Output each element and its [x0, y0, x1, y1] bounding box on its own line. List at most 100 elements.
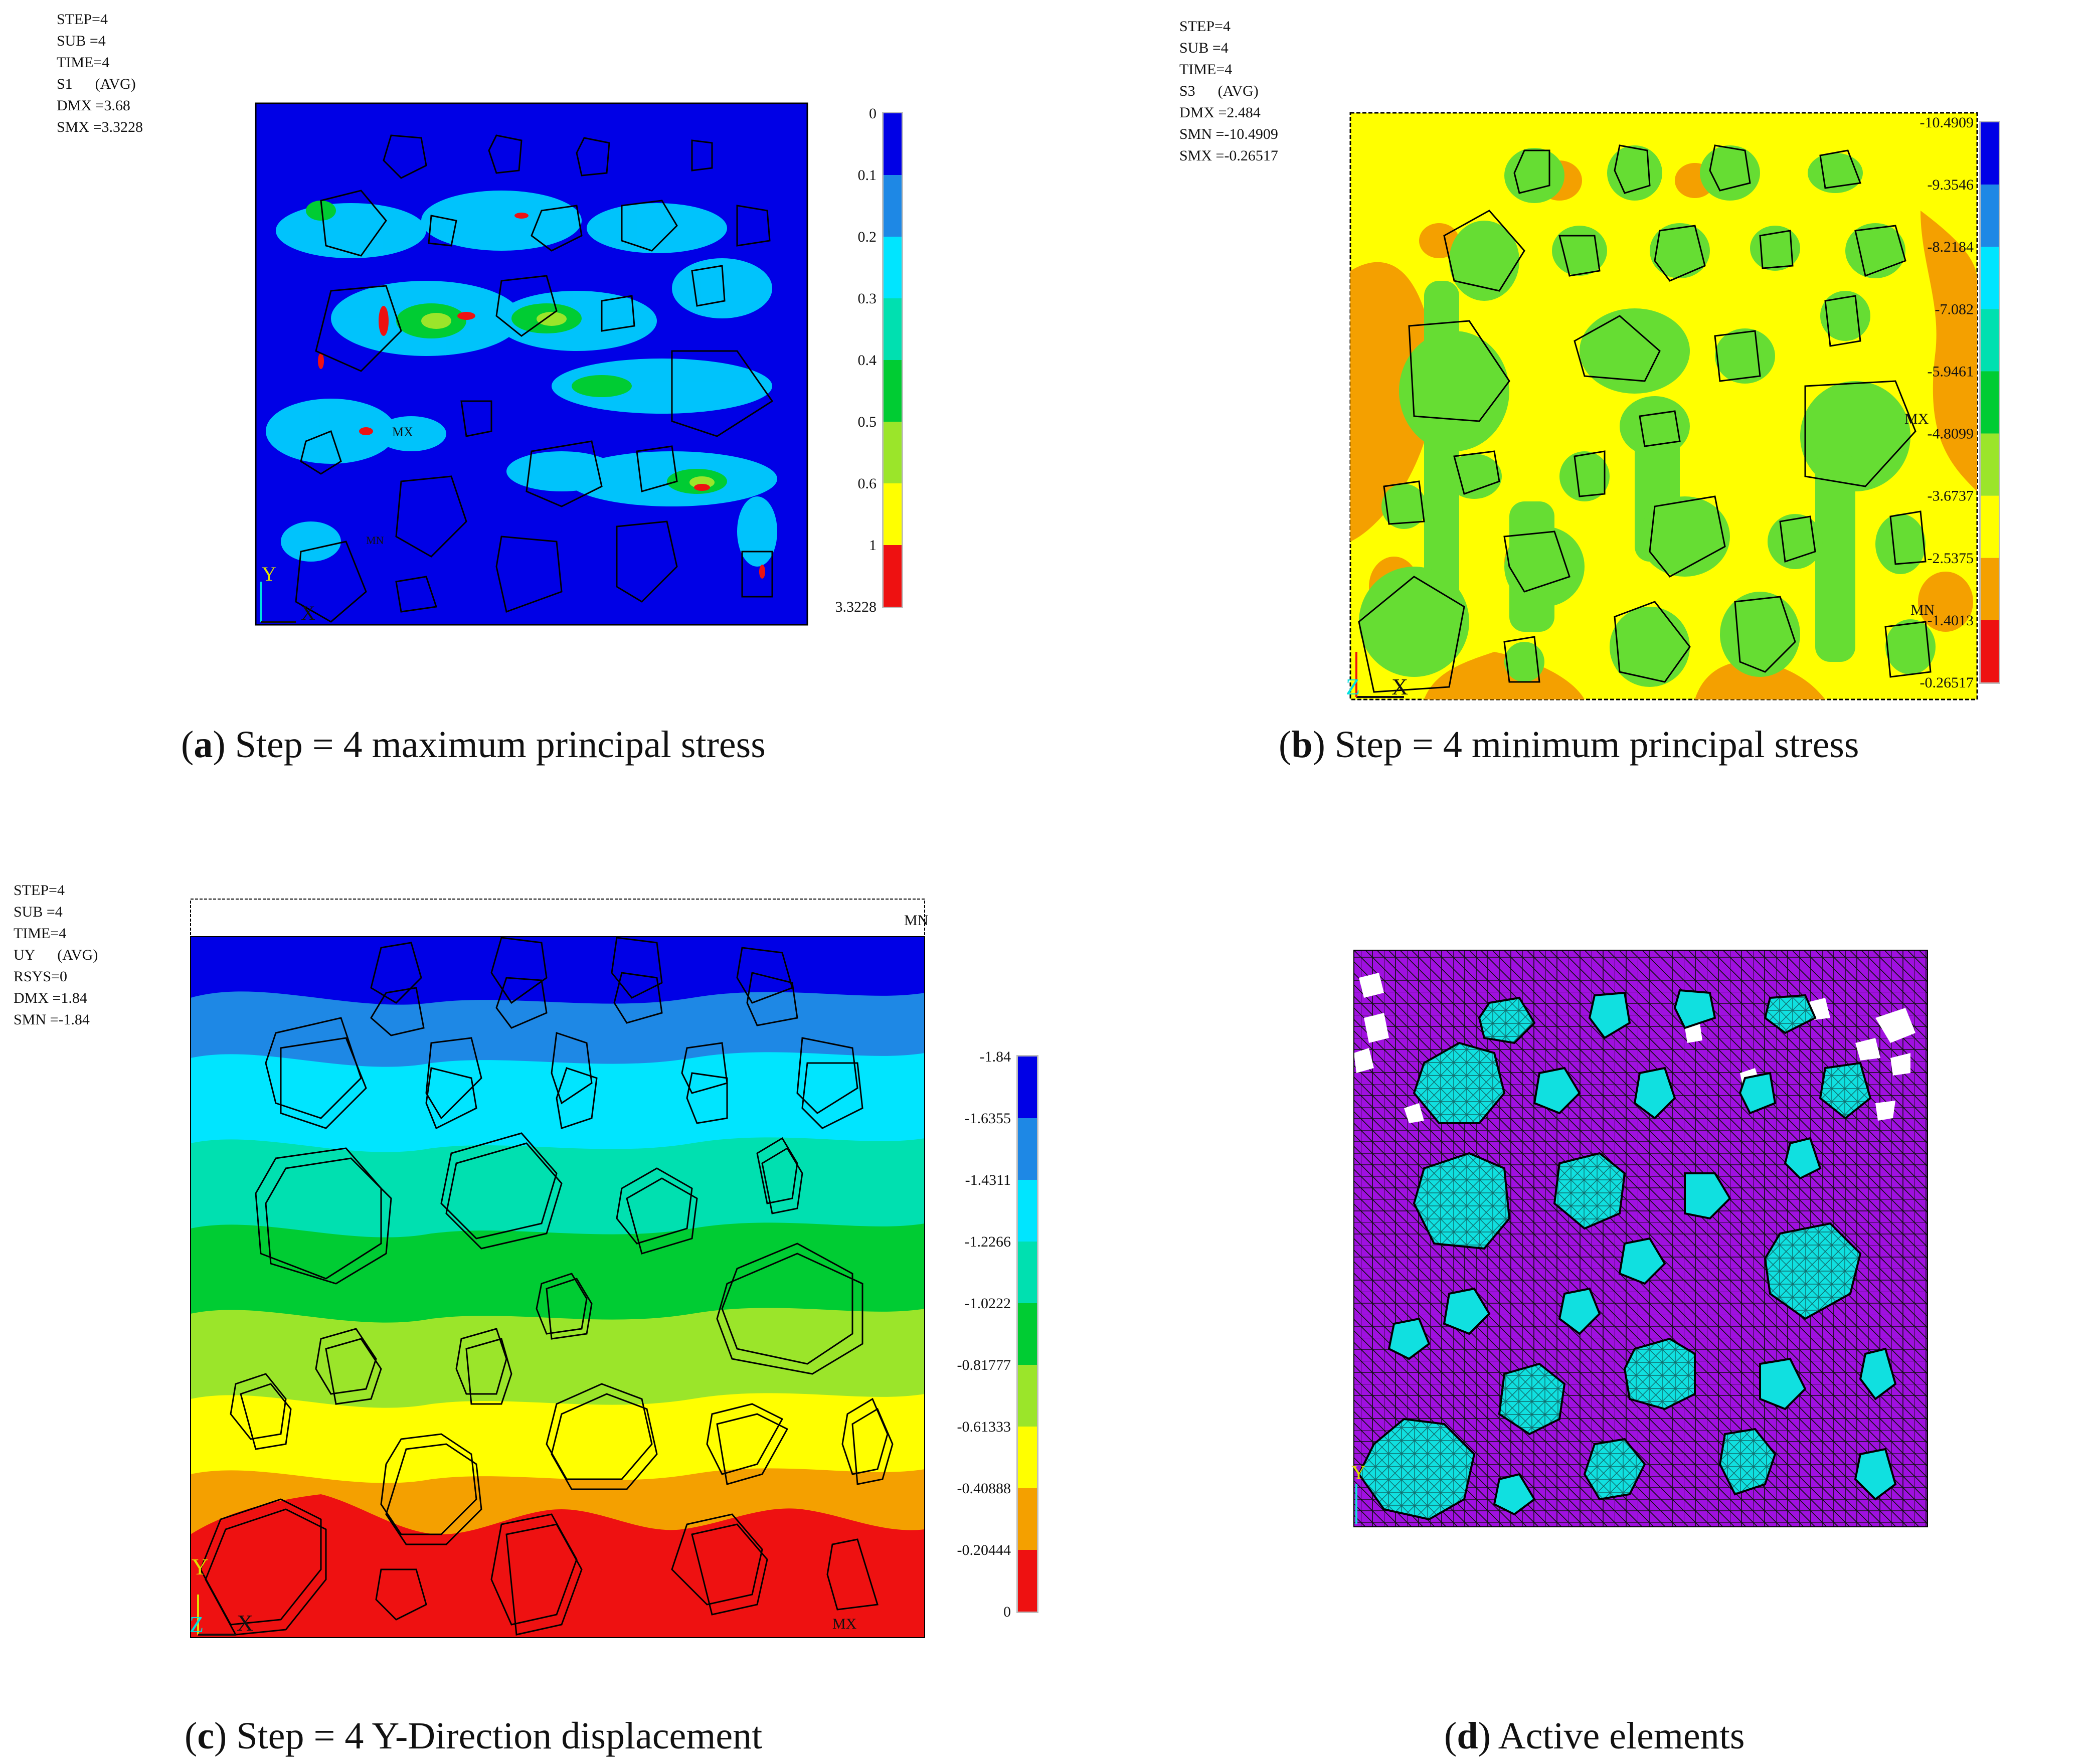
- panel-d-caption-letter: d: [1457, 1715, 1478, 1757]
- panel-c-y-displacement: STEP=4 SUB =4 TIME=4 UY (AVG) RSYS=0 DMX…: [14, 882, 1038, 1757]
- legend-tick-label: -1.4311: [965, 1172, 1011, 1188]
- panel-b-axis-label: X: [1391, 674, 1408, 699]
- panel-b-info-line: SMN =-10.4909: [1179, 126, 1278, 142]
- panel-c-info-line: RSYS=0: [14, 968, 67, 985]
- panel-a-info-line: TIME=4: [57, 54, 109, 71]
- legend-tick-label: -8.2184: [1928, 239, 1974, 255]
- panel-c-info-line: SMN =-1.84: [14, 1011, 90, 1028]
- legend-color-bar: [884, 545, 902, 607]
- legend-color-bar: [884, 360, 902, 422]
- legend-color-bar: [1981, 247, 1999, 309]
- panel-a-max-principal-stress: STEP=4 SUB =4 TIME=4 S1 (AVG) DMX =3.68 …: [57, 11, 903, 766]
- legend-color-bar: [1018, 1118, 1037, 1180]
- legend-tick-label: -0.40888: [957, 1480, 1011, 1497]
- panel-b-axis-label: Z: [1346, 674, 1360, 699]
- legend-color-bar: [884, 298, 902, 360]
- panel-c-info-line: TIME=4: [14, 925, 66, 942]
- panel-b-caption-letter: b: [1291, 724, 1312, 766]
- legend-tick-label: 0.1: [858, 167, 877, 184]
- legend-tick-label: 0.3: [858, 290, 877, 307]
- panel-d-axis-label: Y: [1351, 1461, 1366, 1484]
- legend-tick-label: 0.2: [858, 229, 877, 245]
- legend-color-bar: [1981, 433, 1999, 496]
- legend-tick-label: -2.5375: [1928, 550, 1974, 567]
- panel-b-info-block: STEP=4 SUB =4 TIME=4 S3 (AVG) DMX =2.484…: [1179, 18, 1278, 164]
- legend-color-bar: [1981, 309, 1999, 372]
- legend-tick-label: 0: [1003, 1604, 1011, 1620]
- legend-color-bar: [1018, 1365, 1037, 1427]
- legend-color-bar: [884, 175, 902, 237]
- panel-d-mesh-plot: Y: [1351, 950, 1928, 1527]
- panel-c-info-line: STEP=4: [14, 882, 65, 899]
- panel-c-info-line: DMX =1.84: [14, 990, 87, 1006]
- legend-color-bar: [1018, 1550, 1037, 1612]
- panel-c-caption-letter: c: [197, 1715, 214, 1757]
- legend-color-bar: [1018, 1488, 1037, 1550]
- panel-a-info-line: SMX =3.3228: [57, 119, 143, 135]
- panel-c-marker-label: MX: [832, 1616, 857, 1632]
- legend-tick-label: -1.84: [980, 1048, 1011, 1065]
- panel-c-axis-label: X: [237, 1610, 253, 1636]
- panel-b-info-line: TIME=4: [1179, 61, 1232, 78]
- panel-b-marker-label: MX: [1904, 411, 1929, 427]
- panel-c-axis-label: Z: [190, 1612, 204, 1637]
- panel-b-min-principal-stress: STEP=4 SUB =4 TIME=4 S3 (AVG) DMX =2.484…: [1179, 18, 2000, 766]
- panel-c-legend: -1.84 -1.6355 -1.4311 -1.2266 -1.0222 -0.8177…: [957, 1048, 1038, 1620]
- legend-tick-label: -0.20444: [957, 1542, 1011, 1558]
- legend-color-bar: [884, 113, 902, 175]
- panel-a-contour-plot: MX MN Y X: [255, 102, 808, 626]
- legend-tick-label: 0.4: [858, 352, 877, 369]
- panel-b-contour-plot: MX MN Z X: [1346, 112, 1978, 700]
- legend-tick-label: -0.26517: [1920, 674, 1974, 691]
- legend-color-bar: [884, 237, 902, 298]
- panel-c-caption: (c) Step = 4 Y-Direction displacement: [185, 1715, 762, 1757]
- legend-color-bar: [1981, 185, 1999, 247]
- legend-color-bar: [1981, 371, 1999, 434]
- legend-tick-label: 0.5: [858, 414, 877, 430]
- legend-tick-label: 3.3228: [835, 599, 877, 615]
- legend-color-bar: [1981, 558, 1999, 620]
- legend-color-bar: [884, 422, 902, 483]
- panel-b-info-line: STEP=4: [1179, 18, 1231, 35]
- legend-color-bar: [1981, 122, 1999, 185]
- legend-tick-label: -9.3546: [1928, 177, 1974, 193]
- panel-c-info-line: SUB =4: [14, 904, 63, 920]
- legend-tick-label: 1: [869, 537, 877, 554]
- panel-a-caption: (a) Step = 4 maximum principal stress: [181, 724, 766, 766]
- legend-tick-label: -0.61333: [957, 1419, 1011, 1435]
- panel-c-contour-plot: MN MX Y Z X: [190, 899, 928, 1638]
- legend-tick-label: 0.6: [858, 475, 877, 492]
- legend-tick-label: 0: [869, 105, 877, 122]
- panel-c-marker-label: MN: [904, 912, 928, 929]
- panel-a-axis-triad: Y X: [260, 563, 315, 624]
- panel-a-axis-label: Y: [262, 563, 276, 585]
- panel-a-caption-letter: a: [194, 724, 213, 766]
- panel-b-caption-text: ) Step = 4 minimum principal stress: [1313, 724, 1859, 766]
- panel-a-info-line: S1 (AVG): [57, 76, 136, 92]
- panel-a-legend: 0 0.1 0.2 0.3 0.4 0.5 0.6 1 3.3228: [835, 105, 903, 615]
- panel-c-axis-triad: Y Z X: [190, 1554, 253, 1637]
- legend-color-bar: [1981, 495, 1999, 558]
- legend-tick-label: -1.2266: [965, 1233, 1011, 1250]
- panel-d-caption-text: ) Active elements: [1478, 1715, 1745, 1757]
- legend-color-bar: [1018, 1056, 1037, 1118]
- panel-b-info-line: DMX =2.484: [1179, 104, 1261, 121]
- legend-tick-label: -5.9461: [1928, 363, 1974, 380]
- legend-tick-label: -1.4013: [1928, 612, 1974, 629]
- panel-c-info-line: UY (AVG): [14, 947, 98, 963]
- panel-a-axis-label: X: [301, 602, 315, 624]
- panel-b-caption: (b) Step = 4 minimum principal stress: [1279, 724, 1859, 766]
- legend-color-bar: [1018, 1180, 1037, 1242]
- legend-color-bar: [1018, 1242, 1037, 1303]
- panel-d-active-elements: Y (d) Active elements: [1351, 950, 1928, 1757]
- panel-c-caption-text: ) Step = 4 Y-Direction displacement: [214, 1715, 762, 1757]
- panel-a-marker-label: MN: [366, 534, 384, 547]
- legend-color-bar: [884, 483, 902, 545]
- panel-b-info-line: S3 (AVG): [1179, 83, 1259, 99]
- legend-color-bar: [1018, 1303, 1037, 1365]
- panel-d-axis-triad: Y: [1351, 1461, 1366, 1524]
- legend-tick-label: -3.6737: [1928, 488, 1974, 504]
- panel-a-info-line: SUB =4: [57, 33, 106, 49]
- panel-a-marker-label: MX: [392, 425, 413, 439]
